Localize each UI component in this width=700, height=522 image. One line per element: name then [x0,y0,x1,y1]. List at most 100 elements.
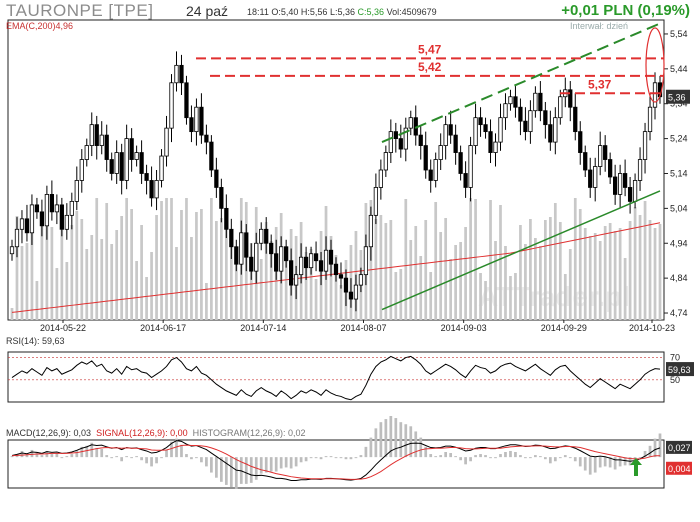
candle-up [89,124,94,146]
histogram-bar [519,455,522,458]
histogram-bar [379,422,383,458]
candle-up [293,274,299,286]
histogram-series-label: HISTOGRAM(12,26,9): 0,02 [192,428,306,438]
candle-down [343,277,349,293]
volume-bar [439,232,443,320]
resistance-level-label: 5,37 [588,77,612,91]
histogram-bar [155,457,158,464]
histogram-bar [249,457,253,483]
candle-down [588,169,593,188]
volume-bar [548,217,552,320]
histogram-bar [499,454,502,458]
candle-up [84,145,89,160]
volume-bar [40,222,44,320]
volume-bar [454,245,457,320]
volume-bar [140,225,143,320]
candle-down [423,145,428,171]
volume-bar [304,252,308,320]
candle-up [433,159,438,181]
x-tick-label: 2014-09-03 [441,323,487,333]
volume-bar [613,231,617,320]
candle-down [478,117,483,126]
candle-up [388,131,393,153]
candle-down [59,204,64,230]
candle-down [34,204,40,213]
histogram-bar [534,455,537,458]
volume-bar [469,198,472,320]
histogram-bar [314,457,318,459]
volume-bar [75,211,79,320]
volume-bar [509,276,512,320]
quote-open: O:5,40 [271,7,299,17]
rsi-line [11,355,661,401]
candle-down [448,124,453,136]
histogram-bar [75,449,79,458]
histogram-bar [444,452,448,458]
candle-down [119,152,124,181]
histogram-bar [344,457,348,460]
lower-trend-line [381,190,661,311]
volume-bar [424,220,428,320]
volume-bar [399,269,403,320]
candle-down [333,263,339,276]
candle-down [199,106,204,136]
price-y-tick-label: 5,54 [670,29,688,39]
candle-down [269,242,274,255]
volume-bar [170,198,173,320]
quote-high: H:5,56 [300,7,328,17]
candle-down [129,138,134,160]
rsi-y-tick-label: 70 [670,353,680,363]
candle-down [453,134,458,153]
candle-up [353,284,359,300]
volume-bar [210,198,213,320]
price-y-tick-label: 5,14 [670,168,688,178]
histogram-bar [55,453,59,458]
candle-down [313,253,319,262]
histogram-bar [289,457,293,469]
candle-up [164,127,169,157]
candle-up [617,173,623,195]
histogram-bar [210,457,213,473]
histogram-bar [543,457,547,460]
resistance-level-label: 5,42 [418,60,442,74]
quote-close: C:5,36 [357,7,385,17]
price-y-tick-label: 5,24 [670,134,688,144]
candle-down [513,96,518,108]
histogram-bar [25,454,29,458]
histogram-bar [130,457,133,459]
candle-down [398,138,403,150]
volume-bar [534,238,537,320]
volume-bar [578,209,582,320]
volume-bar [284,254,288,320]
candle-up [533,92,538,112]
histogram-bar [319,457,323,460]
candle-up [528,110,533,133]
candle-up [642,131,648,160]
histogram-bar [474,455,477,458]
candle-down [24,218,30,234]
volume-bar [219,218,223,320]
histogram-bar [434,456,438,458]
histogram-bar [454,456,457,458]
histogram-bar [195,457,198,459]
histogram-bar [299,457,303,463]
histogram-bar [643,450,647,458]
volume-bar [384,223,388,320]
candle-up [124,138,129,181]
volume-bar [125,198,129,320]
volume-bar [60,221,64,320]
candle-up [498,117,503,143]
candle-down [224,207,229,230]
macd-value-label: 0,027 [668,443,691,453]
histogram-bar [364,446,368,458]
histogram-bar [354,457,358,459]
histogram-bar [578,457,582,467]
histogram-bar [120,457,124,462]
volume-bar [95,198,99,320]
histogram-bar [558,457,562,459]
candle-up [558,96,563,119]
histogram-bar [200,457,203,463]
signal-value-label: 0,004 [668,464,691,474]
histogram-bar [359,455,363,458]
